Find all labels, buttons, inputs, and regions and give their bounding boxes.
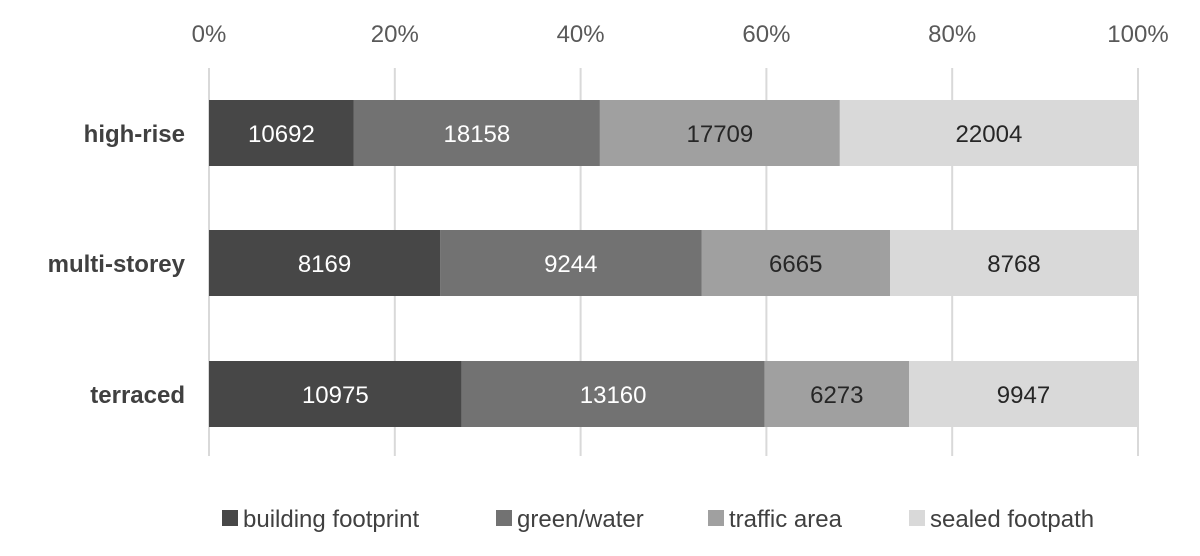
- bar-segment-high-rise-traffic-area: [599, 100, 840, 166]
- legend-label: green/water: [517, 506, 644, 533]
- data-label: 8169: [298, 251, 351, 278]
- bar-segment-high-rise-sealed-footpath: [839, 100, 1138, 166]
- legend: building footprint green/water traffic are…: [222, 506, 1094, 533]
- bar-segment-high-rise-building-footprint: [209, 100, 354, 166]
- x-axis-ticks: 0% 20% 40% 60% 80% 100%: [192, 21, 1169, 48]
- x-tick-label: 80%: [928, 21, 976, 48]
- data-label: 9244: [544, 251, 597, 278]
- legend-label: sealed footpath: [930, 506, 1094, 533]
- data-label: 9947: [997, 382, 1050, 409]
- data-label: 6273: [810, 382, 863, 409]
- legend-swatch-traffic-area: [708, 510, 724, 526]
- bar-segment-high-rise-green-water: [353, 100, 600, 166]
- data-label: 22004: [956, 121, 1023, 148]
- bars: 10692 18158 17709 22004 8169 9244 6665 8768 1097…: [209, 100, 1138, 427]
- data-label: 17709: [687, 121, 754, 148]
- category-labels: high-rise multi-storey terraced: [48, 121, 186, 409]
- bar-segment-multi-storey-traffic-area: [701, 230, 891, 296]
- x-tick-label: 60%: [742, 21, 790, 48]
- legend-swatch-green-water: [496, 510, 512, 526]
- bar-segment-terraced-building-footprint: [209, 361, 462, 427]
- data-label: 10975: [302, 382, 369, 409]
- x-tick-label: 100%: [1107, 21, 1168, 48]
- category-label: terraced: [90, 382, 185, 409]
- legend-swatch-building-footprint: [222, 510, 238, 526]
- x-tick-label: 20%: [371, 21, 419, 48]
- data-label: 6665: [769, 251, 822, 278]
- legend-label: building footprint: [243, 506, 419, 533]
- data-label: 13160: [580, 382, 647, 409]
- bar-segment-multi-storey-sealed-footpath: [890, 230, 1138, 296]
- bar-segment-terraced-green-water: [461, 361, 765, 427]
- category-label: multi-storey: [48, 251, 186, 278]
- bar-segment-multi-storey-green-water: [440, 230, 702, 296]
- bar-segment-terraced-sealed-footpath: [909, 361, 1138, 427]
- x-tick-label: 0%: [192, 21, 227, 48]
- legend-label: traffic area: [729, 506, 843, 533]
- bar-segment-terraced-traffic-area: [764, 361, 910, 427]
- data-label: 10692: [248, 121, 315, 148]
- category-label: high-rise: [84, 121, 185, 148]
- data-label: 18158: [444, 121, 511, 148]
- legend-swatch-sealed-footpath: [909, 510, 925, 526]
- data-label: 8768: [987, 251, 1040, 278]
- bar-segment-multi-storey-building-footprint: [209, 230, 441, 296]
- x-tick-label: 40%: [557, 21, 605, 48]
